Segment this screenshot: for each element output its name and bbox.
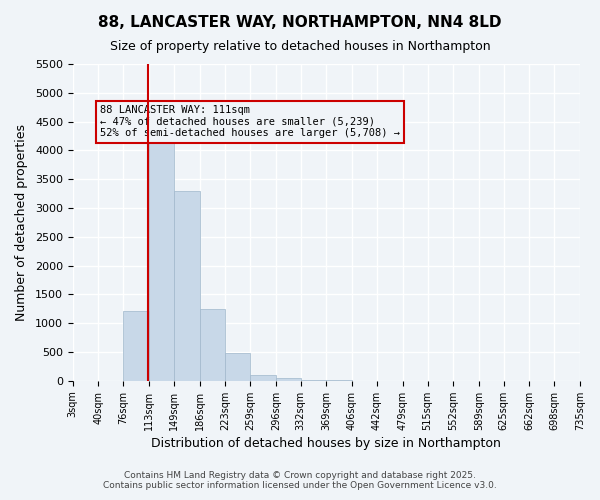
X-axis label: Distribution of detached houses by size in Northampton: Distribution of detached houses by size … bbox=[151, 437, 502, 450]
Bar bbox=[225, 353, 250, 381]
Text: 88, LANCASTER WAY, NORTHAMPTON, NN4 8LD: 88, LANCASTER WAY, NORTHAMPTON, NN4 8LD bbox=[98, 15, 502, 30]
Bar bbox=[124, 310, 149, 381]
Bar bbox=[149, 130, 174, 381]
Bar bbox=[326, 380, 352, 381]
Bar bbox=[250, 375, 276, 381]
Bar bbox=[174, 190, 200, 381]
Bar bbox=[200, 309, 225, 381]
Y-axis label: Number of detached properties: Number of detached properties bbox=[15, 124, 28, 321]
Text: Size of property relative to detached houses in Northampton: Size of property relative to detached ho… bbox=[110, 40, 490, 53]
Text: Contains HM Land Registry data © Crown copyright and database right 2025.
Contai: Contains HM Land Registry data © Crown c… bbox=[103, 470, 497, 490]
Bar bbox=[276, 378, 301, 381]
Bar bbox=[301, 380, 326, 381]
Text: 88 LANCASTER WAY: 111sqm
← 47% of detached houses are smaller (5,239)
52% of sem: 88 LANCASTER WAY: 111sqm ← 47% of detach… bbox=[100, 105, 400, 138]
